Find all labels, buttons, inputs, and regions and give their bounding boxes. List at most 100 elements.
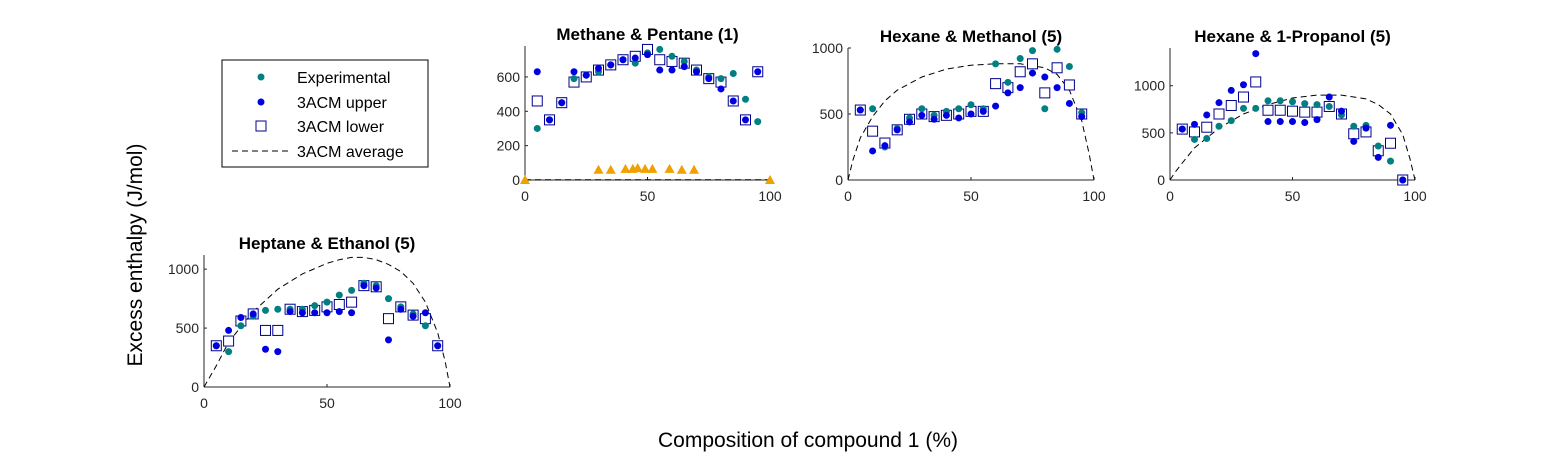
- lower-point: [260, 324, 271, 336]
- lower-point: [1299, 106, 1311, 118]
- experimental-point: [1053, 45, 1061, 53]
- upper-point: [607, 61, 615, 69]
- experimental-point: [869, 105, 877, 113]
- panels: Methane & Pentane (1)0 50 1000200400600Hex…: [168, 25, 1427, 411]
- upper-point: [286, 308, 294, 316]
- lower-point: [654, 54, 666, 66]
- upper-point: [1016, 84, 1024, 92]
- upper-point: [262, 345, 269, 353]
- experimental-point: [668, 52, 676, 60]
- experimental-point: [1313, 101, 1321, 109]
- experimental-point: [311, 302, 319, 310]
- y-tick-label: 400: [497, 103, 521, 119]
- triangle-marker: [689, 164, 700, 174]
- experimental-point: [262, 306, 269, 314]
- upper-point: [1252, 50, 1260, 58]
- experimental-point: [1350, 122, 1358, 130]
- lower-point: [1238, 91, 1249, 103]
- legend-experimental-label: Experimental: [297, 70, 390, 87]
- x-axis-label: Composition of compound 1 (%): [658, 429, 958, 452]
- lower-point: [346, 296, 358, 308]
- upper-point: [1276, 118, 1284, 126]
- y-tick-label: 1000: [168, 261, 199, 277]
- legend: Experimental 3ACM upper 3ACM lower 3ACM …: [221, 59, 429, 168]
- y-tick-label: 500: [176, 320, 200, 336]
- upper-point: [1029, 69, 1036, 77]
- upper-point: [631, 54, 639, 62]
- lower-point: [1189, 126, 1200, 138]
- upper-point: [1350, 137, 1358, 145]
- triangle-marker: [632, 162, 643, 172]
- upper-point: [906, 118, 913, 126]
- triangle-marker: [593, 164, 604, 174]
- upper-point: [1301, 118, 1309, 126]
- y-tick-label: 1000: [812, 40, 843, 56]
- lower-point: [383, 313, 394, 325]
- experimental-point: [1191, 135, 1198, 143]
- x-tick-label: 100: [758, 188, 782, 204]
- experimental-point: [754, 118, 762, 126]
- upper-point: [918, 111, 926, 119]
- upper-point: [1362, 124, 1370, 132]
- upper-point: [323, 309, 331, 317]
- experimental-point: [1276, 97, 1284, 105]
- upper-point: [1264, 118, 1272, 126]
- upper-point: [644, 51, 651, 59]
- lower-point: [1348, 128, 1360, 140]
- upper-point: [533, 68, 541, 76]
- lower-point: [990, 78, 1002, 90]
- experimental-point: [717, 75, 725, 83]
- upper-point: [335, 308, 343, 316]
- upper-point: [955, 114, 963, 122]
- upper-point: [656, 66, 664, 74]
- average-curve: [847, 63, 1095, 181]
- upper-point: [1313, 116, 1321, 124]
- experimental-point: [274, 305, 282, 313]
- panel-title: Hexane & 1-Propanol (5): [1194, 27, 1391, 46]
- lower-point: [272, 324, 284, 336]
- legend-lower-label: 3ACM lower: [297, 119, 385, 136]
- y-tick-label: 0: [512, 172, 520, 188]
- legend-upper-marker: [257, 98, 265, 106]
- triangle-marker: [647, 163, 658, 173]
- experimental-point: [680, 57, 688, 65]
- experimental-point: [1016, 55, 1024, 63]
- legend-lower-marker: [255, 120, 267, 132]
- experimental-point: [1203, 135, 1211, 143]
- experimental-point: [1301, 100, 1309, 108]
- upper-point: [1399, 176, 1407, 184]
- x-tick-label: 100: [438, 395, 462, 411]
- experimental-point: [918, 105, 926, 113]
- upper-point: [1227, 86, 1235, 94]
- upper-point: [582, 71, 590, 79]
- upper-point: [546, 116, 553, 124]
- experimental-point: [533, 124, 541, 132]
- upper-point: [1065, 99, 1073, 107]
- lower-point: [1201, 121, 1213, 133]
- triangle-marker: [605, 164, 616, 174]
- experimental-point: [237, 322, 245, 330]
- upper-point: [668, 66, 676, 74]
- experimental-point: [323, 298, 331, 306]
- lower-point: [1274, 104, 1286, 116]
- y-tick-label: 500: [1142, 125, 1166, 141]
- upper-point: [1240, 81, 1247, 89]
- lower-point: [1250, 76, 1262, 88]
- average-curve: [1169, 94, 1416, 181]
- lower-point: [1287, 105, 1298, 117]
- experimental-point: [656, 45, 664, 53]
- experimental-point: [570, 75, 578, 83]
- experimental-point: [1374, 142, 1382, 150]
- upper-point: [595, 64, 602, 72]
- upper-point: [1078, 113, 1086, 121]
- y-tick-label: 0: [1157, 172, 1165, 188]
- experimental-point: [348, 286, 356, 294]
- upper-point: [385, 336, 392, 344]
- lower-point: [1014, 66, 1026, 78]
- lower-point: [1225, 100, 1237, 112]
- experimental-point: [421, 322, 429, 330]
- experimental-point: [1325, 102, 1333, 110]
- x-tick-label: 0: [844, 188, 852, 204]
